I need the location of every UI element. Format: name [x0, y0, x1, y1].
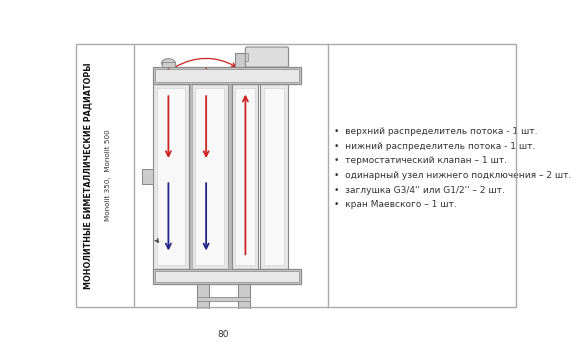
Bar	[162, 62, 175, 67]
Bar	[228, 84, 231, 269]
Bar	[235, 53, 247, 67]
Bar	[197, 284, 209, 313]
Ellipse shape	[161, 59, 175, 68]
Bar	[238, 284, 250, 313]
Bar	[235, 88, 255, 265]
Text: •  заглушка G3/4'' или G1/2'' – 2 шт.: • заглушка G3/4'' или G1/2'' – 2 шт.	[334, 186, 505, 195]
Bar	[191, 84, 228, 269]
Text: •  одинарный узел нижнего подключения – 2 шт.: • одинарный узел нижнего подключения – 2…	[334, 171, 571, 180]
Text: •  термостатический клапан – 1 шт.: • термостатический клапан – 1 шт.	[334, 156, 507, 166]
Bar	[153, 84, 189, 269]
Bar	[232, 84, 258, 269]
Bar	[153, 269, 301, 284]
Bar	[155, 69, 298, 82]
FancyBboxPatch shape	[246, 47, 288, 67]
Text: •  кран Маевского – 1 шт.: • кран Маевского – 1 шт.	[334, 200, 457, 209]
Text: •  верхний распределитель потока - 1 шт.: • верхний распределитель потока - 1 шт.	[334, 127, 538, 136]
Bar	[153, 67, 301, 84]
Bar	[197, 296, 250, 301]
Bar	[260, 84, 288, 269]
Text: Monolit 350,  Monolit 500: Monolit 350, Monolit 500	[105, 130, 112, 221]
Bar	[244, 53, 249, 61]
Bar	[236, 313, 251, 320]
Bar	[195, 88, 224, 265]
Bar	[195, 313, 211, 320]
Circle shape	[200, 313, 206, 320]
Text: МОНОЛИТНЫЕ БИМЕТАЛЛИЧЕСКИЕ РАДИАТОРЫ: МОНОЛИТНЫЕ БИМЕТАЛЛИЧЕСКИЕ РАДИАТОРЫ	[83, 62, 92, 289]
Circle shape	[241, 313, 247, 320]
Bar	[157, 88, 186, 265]
Text: 80: 80	[218, 330, 229, 339]
Bar	[155, 271, 298, 282]
Bar	[264, 88, 284, 265]
Bar	[142, 169, 153, 184]
Text: •  нижний распределитель потока - 1 шт.: • нижний распределитель потока - 1 шт.	[334, 142, 535, 151]
Bar	[190, 84, 192, 269]
